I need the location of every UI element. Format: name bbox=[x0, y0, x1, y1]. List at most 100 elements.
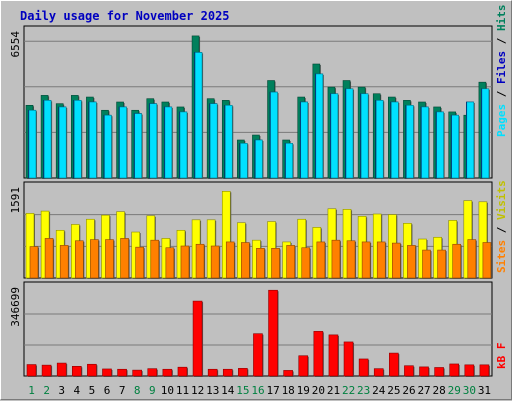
pages-bar-2 bbox=[43, 100, 52, 179]
sites-bar-1 bbox=[29, 246, 39, 279]
kbytes-bar-26 bbox=[404, 365, 414, 377]
y-max-label-3: 346699 bbox=[9, 287, 22, 327]
x-tick-label-7: 7 bbox=[119, 384, 126, 397]
x-tick-label-23: 23 bbox=[357, 384, 370, 397]
legend-3: kB F bbox=[495, 343, 508, 370]
x-tick-label-11: 11 bbox=[176, 384, 189, 397]
x-tick-label-24: 24 bbox=[372, 384, 386, 397]
sites-bar-28 bbox=[437, 249, 446, 279]
sites-bar-2 bbox=[44, 238, 54, 279]
kbytes-bar-15 bbox=[238, 368, 248, 377]
sites-bar-21 bbox=[331, 239, 341, 279]
kbytes-bar-28 bbox=[434, 367, 444, 377]
pages-bar-30 bbox=[466, 101, 475, 179]
x-tick-label-16: 16 bbox=[251, 384, 264, 397]
pages-bar-8 bbox=[134, 113, 142, 179]
x-tick-label-26: 26 bbox=[402, 384, 415, 397]
x-tick-label-10: 10 bbox=[161, 384, 174, 397]
pages-bar-24 bbox=[375, 100, 384, 179]
x-tick-label-25: 25 bbox=[387, 384, 400, 397]
kbytes-bar-9 bbox=[147, 368, 158, 377]
kbytes-bar-18 bbox=[283, 370, 293, 377]
x-tick-label-15: 15 bbox=[236, 384, 249, 397]
pages-bar-26 bbox=[406, 105, 414, 179]
x-tick-label-2: 2 bbox=[43, 384, 50, 397]
sites-bar-5 bbox=[90, 239, 99, 279]
pages-bar-16 bbox=[255, 139, 263, 179]
sites-bar-22 bbox=[346, 240, 356, 279]
sites-bar-6 bbox=[105, 239, 114, 279]
sites-bar-12 bbox=[195, 243, 205, 279]
pages-bar-3 bbox=[58, 106, 67, 179]
kbytes-bar-19 bbox=[298, 355, 309, 377]
legend-1: Pages / Files / Hits bbox=[495, 5, 508, 138]
x-tick-label-30: 30 bbox=[463, 384, 476, 397]
kbytes-bar-14 bbox=[222, 368, 233, 377]
kbytes-bar-3 bbox=[56, 362, 67, 377]
kbytes-bar-29 bbox=[449, 363, 460, 377]
chart-title: Daily usage for November 2025 bbox=[20, 9, 230, 23]
legend-hits: Hits bbox=[495, 5, 508, 32]
sites-bar-18 bbox=[286, 245, 295, 279]
kbytes-bar-25 bbox=[389, 352, 399, 377]
x-tick-label-22: 22 bbox=[342, 384, 355, 397]
pages-bar-7 bbox=[119, 106, 127, 179]
x-tick-label-14: 14 bbox=[221, 384, 235, 397]
legend-sep-1: / bbox=[495, 84, 508, 104]
x-tick-label-6: 6 bbox=[104, 384, 111, 397]
kbytes-bar-27 bbox=[419, 366, 429, 377]
sites-bar-15 bbox=[241, 242, 250, 279]
kbytes-bar-21 bbox=[328, 334, 339, 377]
pages-bar-12 bbox=[194, 52, 203, 179]
x-tick-label-13: 13 bbox=[206, 384, 219, 397]
sites-bar-8 bbox=[135, 246, 144, 279]
kbytes-bar-17 bbox=[268, 289, 278, 377]
x-tick-label-5: 5 bbox=[89, 384, 96, 397]
kbytes-bar-10 bbox=[162, 368, 173, 377]
sites-bar-24 bbox=[376, 241, 386, 279]
legend-2: Sites / Visits bbox=[495, 180, 508, 273]
kbytes-bar-8 bbox=[132, 369, 142, 377]
pages-bar-13 bbox=[209, 103, 218, 179]
x-tick-label-29: 29 bbox=[448, 384, 461, 397]
kbytes-bar-6 bbox=[102, 368, 112, 377]
x-tick-label-18: 18 bbox=[282, 384, 295, 397]
x-tick-label-28: 28 bbox=[433, 384, 446, 397]
x-tick-label-20: 20 bbox=[312, 384, 325, 397]
x-tick-label-3: 3 bbox=[58, 384, 65, 397]
pages-bar-27 bbox=[421, 106, 429, 179]
sites-bar-11 bbox=[180, 245, 190, 279]
x-tick-label-27: 27 bbox=[417, 384, 430, 397]
kbytes-bar-7 bbox=[117, 368, 127, 377]
pages-bar-28 bbox=[436, 111, 444, 179]
legend-files: Files bbox=[495, 51, 508, 84]
kbytes-bar-11 bbox=[177, 366, 188, 377]
kbytes-bar-24 bbox=[373, 368, 384, 377]
legend-visits: Visits bbox=[495, 180, 508, 220]
pages-bar-9 bbox=[149, 103, 158, 179]
sites-bar-3 bbox=[59, 245, 69, 279]
x-tick-label-12: 12 bbox=[191, 384, 204, 397]
sites-bar-14 bbox=[225, 241, 235, 279]
pages-bar-10 bbox=[164, 106, 173, 179]
sites-bar-17 bbox=[271, 248, 280, 279]
x-tick-label-17: 17 bbox=[266, 384, 279, 397]
legend-kbytes: kB F bbox=[495, 343, 508, 370]
pages-bar-23 bbox=[360, 93, 369, 179]
sites-bar-9 bbox=[150, 239, 160, 279]
pages-bar-15 bbox=[240, 143, 248, 179]
sites-bar-4 bbox=[74, 240, 84, 279]
pages-bar-19 bbox=[300, 101, 309, 179]
sites-bar-19 bbox=[301, 247, 311, 279]
sites-bar-13 bbox=[210, 245, 220, 279]
kbytes-bar-23 bbox=[358, 358, 369, 377]
x-tick-label-1: 1 bbox=[28, 384, 35, 397]
kbytes-bar-31 bbox=[479, 364, 490, 377]
kbytes-bar-16 bbox=[253, 333, 263, 377]
pages-bar-17 bbox=[270, 91, 278, 179]
y-max-label-1: 6554 bbox=[9, 31, 22, 58]
kbytes-bar-30 bbox=[464, 364, 475, 377]
pages-bar-25 bbox=[391, 101, 399, 179]
sites-bar-10 bbox=[165, 247, 175, 279]
